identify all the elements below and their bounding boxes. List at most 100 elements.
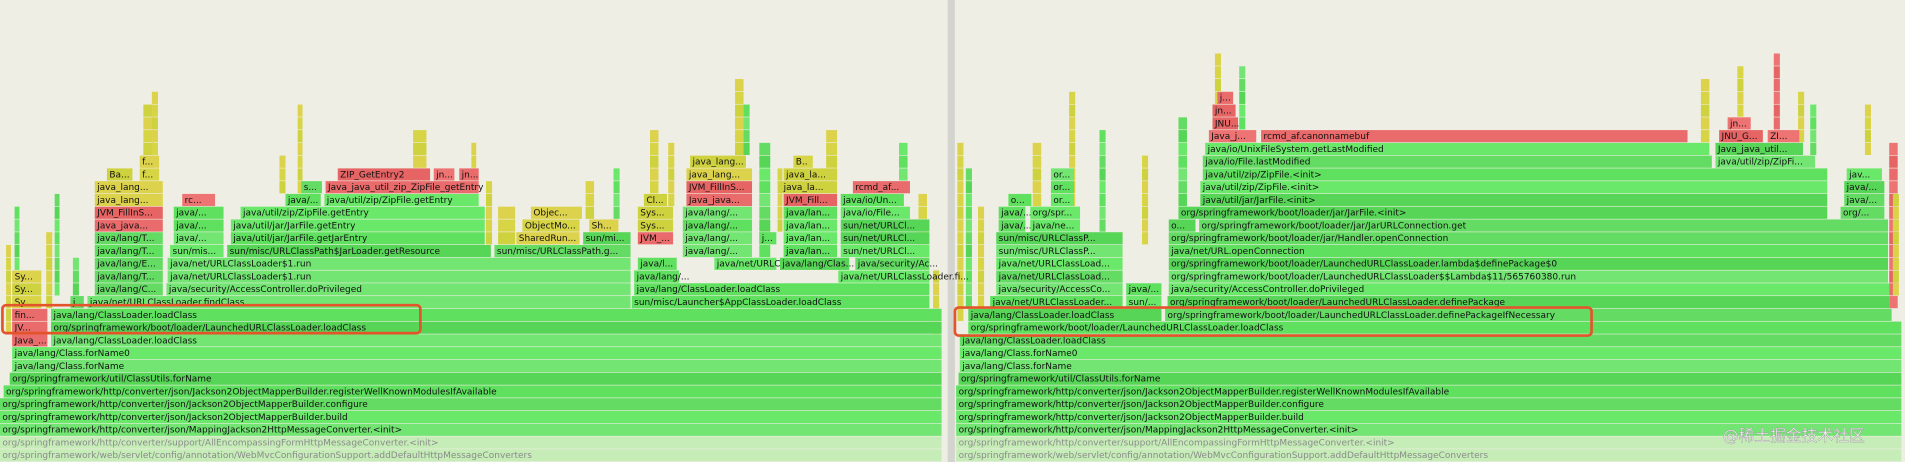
frame-block [957, 193, 964, 207]
frame [1844, 181, 1885, 194]
frame-block [485, 181, 493, 194]
frame-block [46, 296, 53, 309]
frame [1840, 206, 1885, 219]
frame-block [72, 270, 79, 283]
frame-block [279, 181, 286, 194]
frame [173, 232, 224, 245]
frame-block [585, 181, 595, 194]
frame-block [957, 155, 964, 168]
frame-block [899, 142, 908, 156]
frame-label: B.. [796, 158, 808, 168]
frame-block [14, 219, 20, 232]
frame [682, 206, 753, 219]
frame-label: java/net/URL.openConnection [1170, 247, 1305, 257]
frame-block [649, 181, 659, 194]
frame-block [143, 130, 155, 143]
frame [840, 193, 904, 207]
frame-block [965, 244, 972, 258]
frame [1168, 283, 1890, 296]
frame [51, 334, 942, 347]
frame-block [1069, 155, 1076, 168]
frame-label: Sy... [15, 272, 33, 282]
frame-block [297, 168, 303, 181]
frame-block [46, 270, 53, 283]
frame-block [1798, 117, 1805, 130]
frame-label: java_lang... [688, 170, 740, 180]
frame-block [54, 257, 60, 270]
frame-block [965, 219, 972, 232]
frame-label: java/lang/T... [96, 234, 154, 244]
frame-block [6, 321, 11, 334]
frame-block [1700, 91, 1710, 104]
frame-block [1239, 79, 1246, 92]
frame-label: java/security/AccessController.doPrivile… [168, 285, 362, 295]
frame-block [1069, 91, 1076, 104]
frame [170, 244, 224, 258]
frame-block [743, 142, 750, 156]
frame-block [777, 181, 783, 194]
frame-label: java/security/AccessCo... [998, 285, 1111, 295]
frame [1050, 181, 1074, 194]
frame-block [933, 283, 940, 296]
frame [1846, 168, 1882, 181]
frame-label: SharedRun... [519, 234, 576, 244]
frame-block [1889, 155, 1898, 168]
frame-block [965, 193, 972, 207]
frame-block [54, 270, 60, 283]
frame-block [1892, 193, 1899, 207]
frame [240, 206, 485, 219]
frame-block [1892, 219, 1899, 232]
frame-block [1892, 270, 1899, 283]
frame [301, 181, 322, 194]
frame [12, 321, 48, 334]
frame-block [1178, 130, 1187, 143]
frame-label: java/security/AccessController.doPrivile… [1170, 285, 1364, 295]
frame-label: java/util/zip/ZipFile.getEntry [242, 209, 370, 219]
frame-label: Ba... [109, 170, 129, 180]
frame [94, 193, 163, 207]
frame-block [777, 206, 783, 219]
frame-label: JNU_G... [1721, 132, 1758, 142]
frame-label: java/lang/T... [96, 272, 154, 282]
frame-block [826, 130, 838, 143]
frame [959, 359, 1902, 373]
frame [12, 270, 42, 283]
frame-block [297, 181, 303, 194]
frame-block [1214, 53, 1221, 66]
frame [182, 193, 216, 207]
frame-block [143, 104, 155, 117]
frame [1168, 244, 1888, 258]
frame [783, 168, 838, 181]
frame [990, 296, 1123, 309]
frame-block [1178, 181, 1187, 194]
frame [959, 334, 1902, 347]
frame-label: or... [1053, 196, 1070, 206]
frame-block [1773, 117, 1780, 130]
frame-block [668, 142, 675, 156]
frame-label: fin... [15, 311, 35, 321]
frame [1126, 296, 1162, 309]
frame-block [957, 168, 964, 181]
frame-block [1239, 66, 1246, 79]
frame-block [668, 181, 675, 194]
frame-label: sun/misc/URLClassP... [999, 234, 1096, 244]
frame [1030, 219, 1081, 232]
frame-block [54, 193, 60, 207]
frame-label: rcmd_af... [855, 183, 899, 193]
frame-label: sun/misc/Launcher$AppClassLoader.loadCla… [634, 298, 842, 308]
frame [783, 244, 838, 258]
frame [0, 449, 942, 462]
frame-block [1142, 168, 1149, 181]
frame-label: JVM_Fill... [785, 196, 828, 206]
frame-label: f... [142, 158, 153, 168]
frame-block [1099, 142, 1106, 156]
frame-label: org/springframework/boot/loader/jar/Hand… [1171, 234, 1448, 244]
frame [855, 257, 930, 270]
frame-label: JVM_... [639, 234, 670, 244]
frame [1212, 104, 1236, 117]
frame [634, 270, 680, 283]
frame-block [613, 206, 620, 219]
frame-block [918, 206, 927, 219]
frame [959, 347, 1902, 360]
